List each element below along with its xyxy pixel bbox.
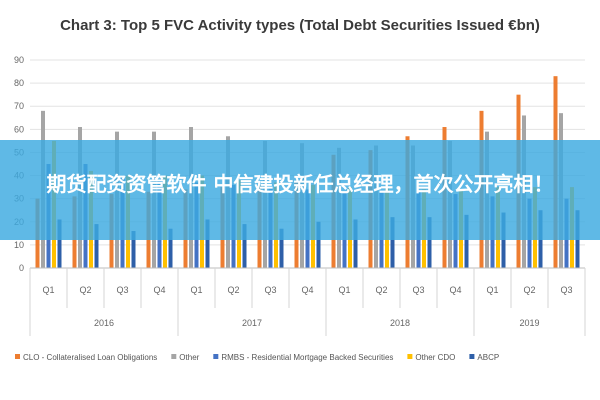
y-tick-label: 90	[14, 55, 24, 65]
x-tick-label: Q3	[560, 285, 572, 295]
legend-label: Other CDO	[415, 353, 455, 362]
x-tick-label: Q4	[153, 285, 165, 295]
x-tick-label: Q2	[375, 285, 387, 295]
legend-label: CLO - Collateralised Loan Obligations	[23, 353, 157, 362]
year-label: 2017	[242, 318, 262, 328]
x-tick-label: Q2	[79, 285, 91, 295]
x-tick-label: Q3	[412, 285, 424, 295]
chart-title: Chart 3: Top 5 FVC Activity types (Total…	[60, 17, 540, 34]
bar-abcp	[427, 217, 432, 268]
y-tick-label: 0	[19, 263, 24, 273]
bar-abcp	[390, 217, 395, 268]
bar-abcp	[316, 221, 321, 268]
x-tick-label: Q1	[190, 285, 202, 295]
year-label: 2019	[519, 318, 539, 328]
x-tick-label: Q2	[227, 285, 239, 295]
bar-abcp	[131, 231, 136, 268]
bar-abcp	[205, 219, 210, 268]
x-tick-label: Q1	[42, 285, 54, 295]
bar-abcp	[168, 228, 173, 268]
promo-banner[interactable]	[0, 140, 600, 240]
legend-label: ABCP	[477, 353, 499, 362]
year-label: 2016	[94, 318, 114, 328]
legend: CLO - Collateralised Loan Obligations Oth…	[15, 353, 499, 362]
y-tick-label: 10	[14, 240, 24, 250]
x-axis: Q1 Q2 Q3 Q4 Q1 Q2 Q3 Q4 Q1 Q2 Q3 Q4 Q1 Q2 Q3 2016 2017 20…	[29, 267, 586, 336]
x-tick-label: Q1	[338, 285, 350, 295]
x-tick-label: Q4	[301, 285, 313, 295]
x-tick-label: Q3	[116, 285, 128, 295]
x-tick-label: Q3	[264, 285, 276, 295]
x-tick-label: Q4	[449, 285, 461, 295]
y-tick-label: 60	[14, 124, 24, 134]
bar-abcp	[94, 224, 99, 268]
y-tick-label: 70	[14, 101, 24, 111]
legend-label: RMBS - Residential Mortgage Backed Secur…	[221, 353, 393, 362]
legend-swatch	[171, 354, 177, 359]
legend-swatch	[469, 354, 475, 359]
x-tick-label: Q2	[523, 285, 535, 295]
legend-swatch	[213, 354, 219, 359]
bar-abcp	[464, 214, 469, 268]
banner-text[interactable]: 期货配资资管软件 中信建投新任总经理，首次公开亮相！	[46, 172, 554, 196]
bar-abcp	[57, 219, 62, 268]
legend-swatch	[15, 354, 20, 359]
bar-abcp	[353, 219, 358, 268]
bar-abcp	[279, 228, 284, 268]
x-tick-label: Q1	[486, 285, 498, 295]
y-tick-label: 80	[14, 78, 24, 88]
legend-swatch	[407, 354, 413, 359]
bar-abcp	[242, 224, 247, 268]
bar-abcp	[501, 212, 506, 268]
year-label: 2018	[390, 318, 410, 328]
legend-label: Other	[179, 353, 199, 362]
